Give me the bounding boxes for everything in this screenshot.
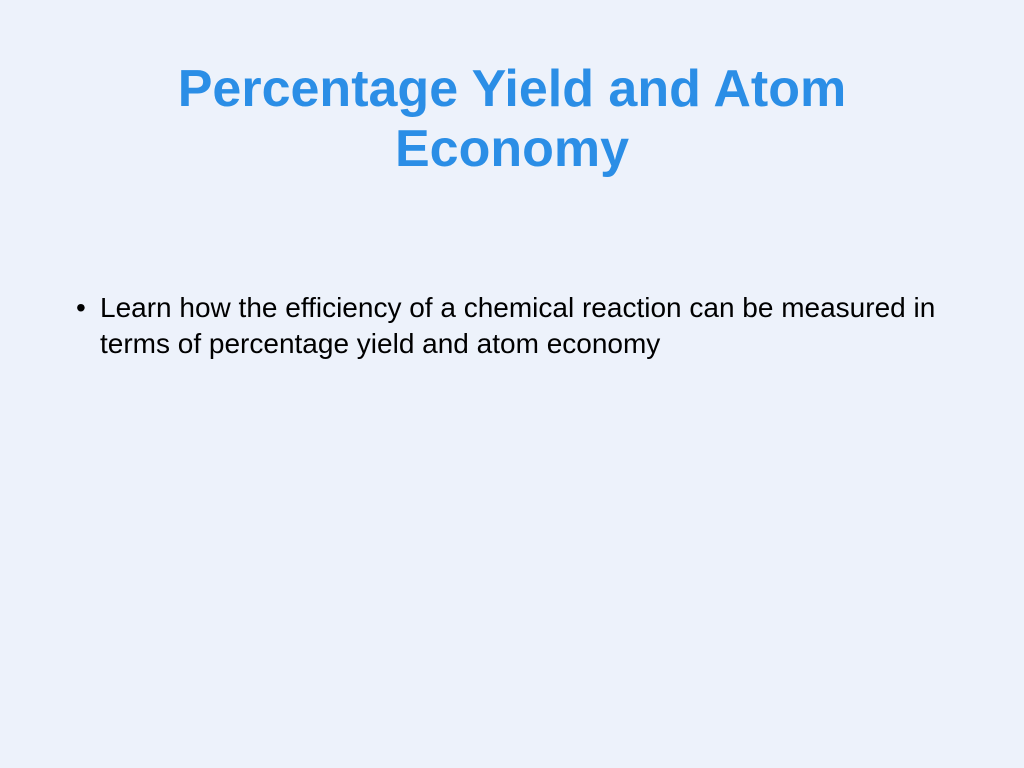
bullet-item: Learn how the efficiency of a chemical r… — [70, 290, 954, 363]
slide-container: Percentage Yield and Atom Economy Learn … — [0, 0, 1024, 768]
slide-title: Percentage Yield and Atom Economy — [70, 60, 954, 180]
bullet-list: Learn how the efficiency of a chemical r… — [70, 290, 954, 363]
